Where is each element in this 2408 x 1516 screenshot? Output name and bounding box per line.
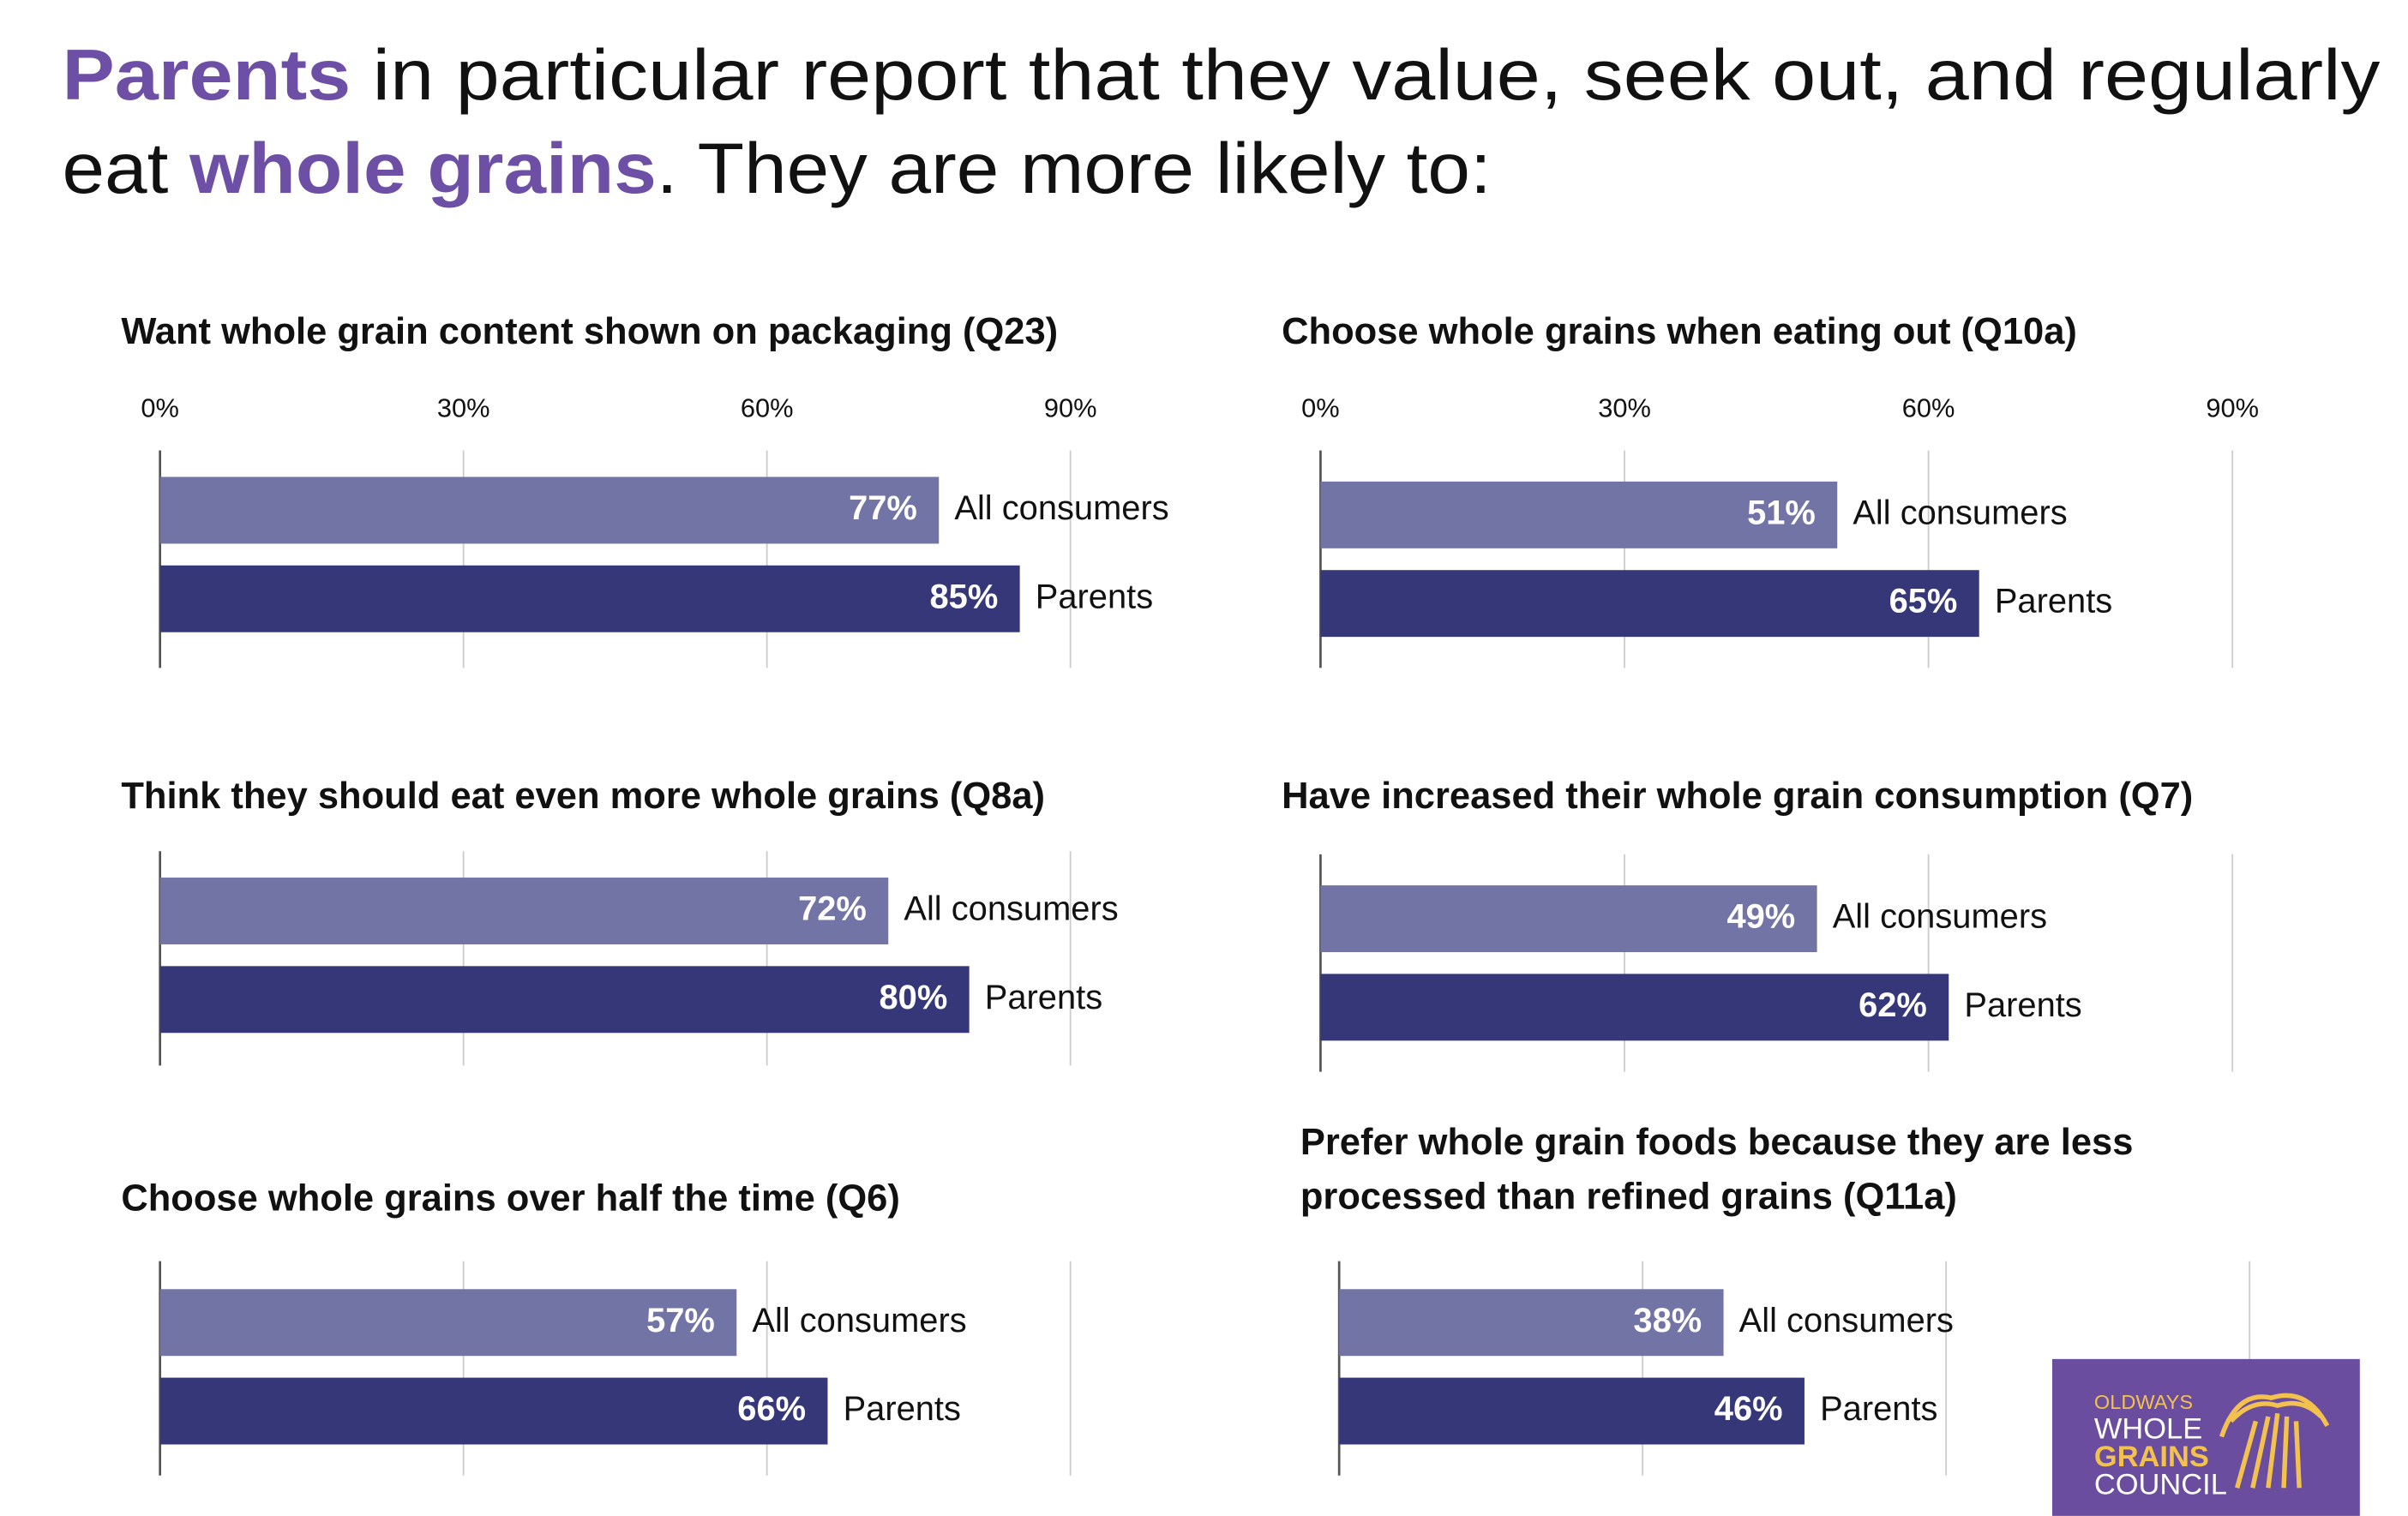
bar	[159, 565, 1020, 632]
category-label: All consumers	[752, 1302, 966, 1339]
headline-emphasis: Parents	[62, 35, 351, 115]
bar	[1320, 885, 1817, 953]
category-label: All consumers	[1853, 494, 2067, 531]
x-tick-label: 90%	[2206, 393, 2259, 423]
x-tick-label: 60%	[741, 393, 794, 423]
chart-title: processed than refined grains (Q11a)	[1300, 1177, 1957, 1218]
headline-text: in particular report that they value, se…	[351, 35, 2381, 115]
value-label: 65%	[1889, 583, 1958, 620]
chart-title: Choose whole grains over half the time (…	[121, 1177, 900, 1219]
bar	[159, 878, 889, 944]
value-label: 62%	[1859, 986, 1927, 1024]
value-label: 38%	[1633, 1302, 1702, 1339]
x-tick-label: 0%	[1301, 393, 1340, 423]
chart-title: Prefer whole grain foods because they ar…	[1300, 1122, 2134, 1163]
x-tick-label: 30%	[437, 393, 490, 423]
category-label: All consumers	[1833, 898, 2047, 936]
chart-title: Think they should eat even more whole gr…	[121, 776, 1045, 817]
value-label: 57%	[646, 1302, 715, 1339]
category-label: Parents	[844, 1390, 961, 1428]
category-label: Parents	[1036, 578, 1153, 615]
bar	[159, 476, 940, 544]
category-label: All consumers	[904, 890, 1118, 928]
bar	[1339, 1289, 1724, 1357]
chart-title: Have increased their whole grain consump…	[1282, 776, 2193, 817]
chart-title: Choose whole grains when eating out (Q10…	[1282, 311, 2077, 352]
headline-emphasis: whole grains	[189, 129, 657, 208]
x-tick-label: 30%	[1598, 393, 1651, 423]
logo-icon	[2219, 1393, 2330, 1489]
logo-text: WHOLE	[2094, 1412, 2202, 1445]
logo: OLDWAYS WHOLE GRAINS COUNCIL	[2051, 1358, 2360, 1516]
bar	[1320, 570, 1979, 638]
category-label: Parents	[985, 979, 1102, 1016]
category-label: Parents	[1995, 583, 2112, 620]
headline-line: Parents in particular report that they v…	[62, 35, 2380, 115]
bar	[1339, 1377, 1804, 1445]
bar	[159, 1377, 828, 1445]
bar	[159, 1289, 737, 1357]
logo-text: OLDWAYS	[2094, 1391, 2193, 1413]
category-label: Parents	[1820, 1390, 1937, 1428]
headline-text: . They are more likely to:	[657, 129, 1492, 208]
logo-text: COUNCIL	[2094, 1469, 2227, 1501]
value-label: 72%	[798, 890, 867, 928]
x-tick-label: 0%	[141, 393, 179, 423]
category-label: Parents	[1964, 986, 2081, 1024]
value-label: 77%	[849, 489, 917, 527]
bar	[1320, 481, 1838, 548]
x-tick-label: 90%	[1044, 393, 1097, 423]
headline-line: eat whole grains. They are more likely t…	[62, 129, 1491, 208]
logo-background	[2051, 1358, 2360, 1516]
category-label: All consumers	[954, 489, 1168, 527]
bar	[1320, 974, 1949, 1041]
value-label: 66%	[737, 1390, 806, 1428]
value-label: 49%	[1726, 898, 1795, 936]
logo-text: GRAINS	[2094, 1441, 2209, 1473]
value-label: 85%	[929, 578, 998, 615]
chart-title: Want whole grain content shown on packag…	[121, 311, 1058, 352]
x-tick-label: 60%	[1902, 393, 1955, 423]
value-label: 80%	[879, 979, 947, 1016]
headline-text: eat	[62, 129, 189, 208]
bar	[159, 966, 970, 1034]
value-label: 51%	[1747, 494, 1816, 531]
category-label: All consumers	[1739, 1302, 1954, 1339]
value-label: 46%	[1714, 1390, 1783, 1428]
